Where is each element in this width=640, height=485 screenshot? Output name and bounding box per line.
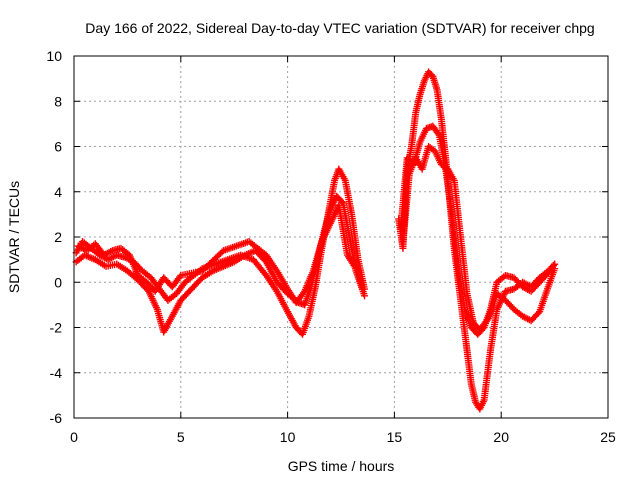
- data-point: [534, 309, 542, 317]
- data-point: [551, 265, 559, 273]
- x-tick-labels: 0 5 10 15 20 25: [70, 429, 616, 445]
- x-tick-label: 15: [387, 429, 403, 445]
- y-tick-labels: -6 -4 -2 0 2 4 6 8 10: [46, 48, 62, 426]
- series-track-4: [395, 68, 559, 413]
- x-tick-label: 20: [493, 429, 509, 445]
- x-tick-label: 25: [600, 429, 616, 445]
- y-tick-label: 4: [54, 184, 62, 200]
- series-track-3: [74, 201, 368, 307]
- chart-title: Day 166 of 2022, Sidereal Day-to-day VTE…: [85, 20, 594, 36]
- x-tick-label: 10: [280, 429, 296, 445]
- y-tick-label: 0: [54, 274, 62, 290]
- series-track-6: [399, 143, 559, 334]
- y-axis-label: SDTVAR / TECUs: [6, 181, 22, 293]
- data-marks: [72, 68, 559, 413]
- x-tick-label: 0: [70, 429, 78, 445]
- series-track-5: [397, 122, 559, 338]
- y-tick-label: 6: [54, 139, 62, 155]
- data-point: [360, 292, 368, 300]
- x-axis-label: GPS time / hours: [288, 458, 395, 474]
- axis-ticks: [73, 55, 609, 419]
- y-tick-label: -6: [50, 410, 63, 426]
- y-tick-label: 8: [54, 93, 62, 109]
- data-point: [434, 130, 442, 138]
- y-tick-label: -4: [50, 365, 63, 381]
- data-point: [483, 316, 491, 324]
- y-tick-label: 2: [54, 229, 62, 245]
- x-tick-label: 5: [177, 429, 185, 445]
- grid-lines: [74, 56, 608, 418]
- y-tick-label: -2: [50, 320, 63, 336]
- y-tick-label: 10: [46, 48, 62, 64]
